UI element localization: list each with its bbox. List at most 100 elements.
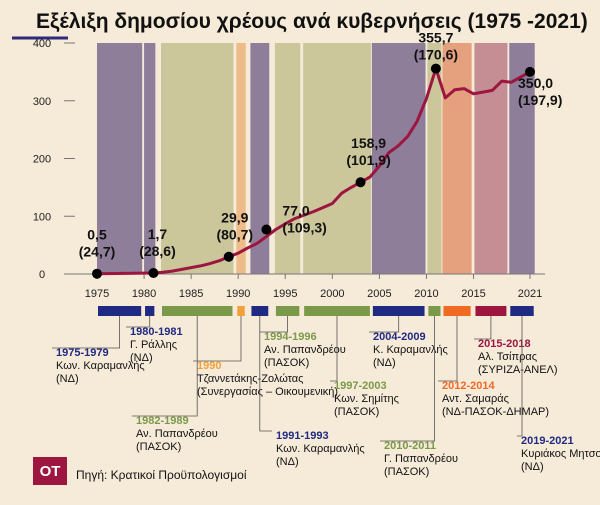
legend-leader-line [369,316,400,333]
legend-party: (Συνεργασίας – Οικουμενική) [197,386,338,398]
government-bar-1980-1981 [145,306,155,316]
government-bar-1997-2003 [304,306,370,316]
legend-years: 1997-2003 [334,380,387,392]
government-bar-2015-2018 [475,306,507,316]
legend-party: (ΠΑΣΟΚ) [136,441,181,453]
data-label-secondary: (197,9) [518,92,562,108]
x-tick-label: 1975 [85,288,109,300]
data-label-secondary: (101,9) [346,152,390,168]
legend-years: 1991-1993 [276,430,329,442]
logo-badge [33,457,67,485]
data-label-value: 355,7 [418,30,453,46]
legend-party: (ΝΔ) [521,461,544,473]
x-tick-label: 2005 [367,288,391,300]
x-tick-label: 1980 [132,288,156,300]
government-bar-2004-2009 [372,306,425,316]
y-tick-label: 0 [39,269,45,281]
legend-years: 1994-1996 [264,331,317,343]
legend-leader-line [132,316,198,417]
legend-years: 2019-2021 [521,435,574,447]
period-band-2010-2011 [427,43,442,274]
data-label-secondary: (109,3) [282,220,326,236]
period-band-1991-1993 [250,43,270,274]
series-line-group [96,67,531,276]
government-bar-1982-1989 [162,306,233,316]
government-bar-1991-1993 [251,306,269,316]
source-note: Πηγή: Κρατικοί Προϋπολογισμοί [76,468,247,482]
data-point-marker [92,268,102,279]
period-band-1997-2003 [303,43,371,274]
legend-leader-line [330,316,338,382]
x-tick-label: 2021 [518,288,542,300]
period-band-2012-2014 [442,43,472,274]
legend-leader-line [474,316,492,340]
data-label-secondary: (80,7) [216,227,253,243]
legend-leader-line [517,316,523,437]
legend-years: 1980-1981 [130,326,183,338]
legend-party: (ΝΔ) [130,352,153,364]
x-tick-label: 2010 [414,288,438,300]
data-label-value: 1,7 [148,226,168,242]
legend-name: Αλ. Τσίπρας [478,351,537,363]
legend-leader-line [259,316,272,432]
x-tick-label: 2015 [461,288,485,300]
data-point-marker [525,66,535,77]
period-band-2015-2018 [474,43,508,274]
x-tick-label: 1990 [226,288,250,300]
legend-leader-line [193,316,242,362]
legend-party: (ΠΑΣΟΚ) [264,357,309,369]
government-bar-1990 [237,306,245,316]
legend-leader-line [52,316,120,349]
legend-name: Κων. Καραμανλής [56,360,145,372]
data-point-marker [430,63,441,74]
government-bar-1994-1996 [275,306,300,316]
government-bar-2010-2011 [428,306,441,316]
x-tick-label: 1985 [179,288,203,300]
legend-party: (ΠΑΣΟΚ) [384,466,429,478]
legend-years: 1990 [197,360,221,372]
data-label-value: 350,0 [518,75,553,91]
data-label-secondary: (28,6) [139,243,176,259]
data-label-secondary: (170,6) [414,47,458,63]
chart-title: Εξέλιξη δημοσίου χρέους ανά κυβερνήσεις … [36,10,588,33]
data-point-marker [261,224,272,235]
legend-name: Αν. Παπανδρέου [264,344,346,356]
data-label-value: 158,9 [351,135,386,151]
legend-leader-line [380,316,435,442]
y-tick-label: 400 [33,38,51,50]
period-band-1980-1981 [144,43,156,274]
period-band-1990 [236,43,246,274]
y-tick-label: 300 [33,96,51,108]
legend-leader-line [126,316,151,328]
legend-leader-line [260,316,289,333]
legend-party: (ΝΔ) [276,456,299,468]
government-bar-1975-1979 [98,306,142,316]
government-bar-2019-2021 [510,306,534,316]
legend-years: 1975-1979 [56,347,109,359]
government-bar-2012-2014 [443,306,471,316]
x-tick-label: 1995 [273,288,297,300]
period-band-1982-1989 [161,43,234,274]
legend-party: (ΠΑΣΟΚ) [334,406,379,418]
legend-name: Κων. Καραμανλής [276,443,365,455]
government-bars [98,306,534,316]
legend-party: (ΣΥΡΙΖΑ-ΑΝΕΛ) [478,364,558,376]
legend-party: (ΝΔ) [56,373,79,385]
legend-name: Γ. Παπανδρέου [384,453,458,465]
data-point-marker [355,177,366,188]
legend-years: 2015-2018 [478,338,531,350]
data-point-marker [148,268,159,279]
data-label-secondary: (24,7) [79,244,116,260]
legend-years: 2010-2011 [384,440,436,452]
period-bands [97,43,535,274]
logo-text: ΟΤ [40,463,61,480]
legend-name: Αντ. Σαμαράς [442,393,509,405]
footer: ΟΤ Πηγή: Κρατικοί Προϋπολογισμοί [33,457,247,485]
legend-name: Κ. Καραμανλής [373,344,448,356]
data-point-marker [223,251,234,262]
data-label-value: 0,5 [87,227,107,243]
data-label-value: 77,0 [282,203,309,219]
